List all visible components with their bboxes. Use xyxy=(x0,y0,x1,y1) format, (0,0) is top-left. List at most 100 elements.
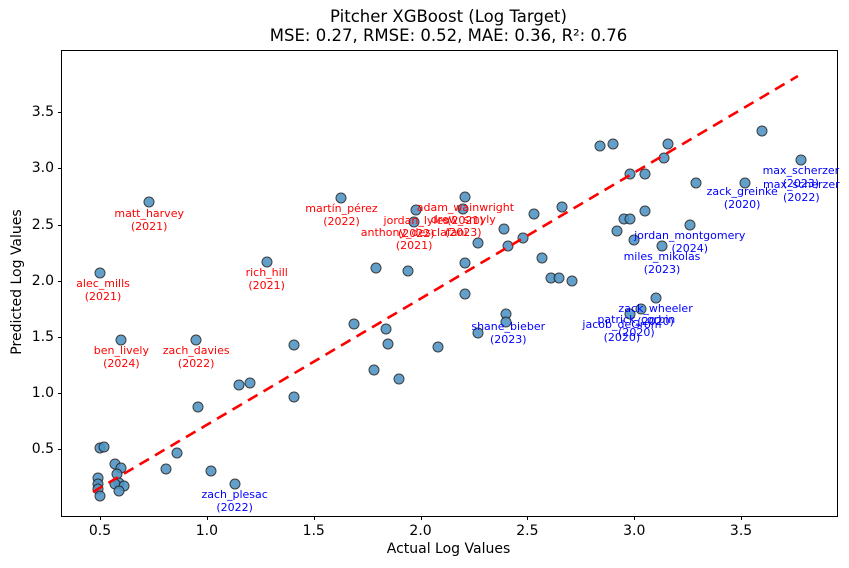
x-tick-mark xyxy=(420,516,422,520)
y-tick-label: 1.5 xyxy=(31,328,54,345)
scatter-point xyxy=(624,308,636,320)
annotation-player-name: patrick_corbin xyxy=(597,312,676,326)
annotation-player-name: matt_harvey xyxy=(114,207,184,221)
scatter-point xyxy=(457,203,469,215)
scatter-point xyxy=(190,334,202,346)
annotation-player-name: rich_hill xyxy=(245,265,288,279)
scatter-point xyxy=(650,292,662,304)
annotation-player-name: jacob_deGrom xyxy=(582,318,662,332)
annotation-year: (2024) xyxy=(103,357,140,371)
point-annotation: shane_bieber (2023) xyxy=(471,320,545,346)
scatter-point xyxy=(288,391,300,403)
scatter-point xyxy=(244,377,256,389)
scatter-point xyxy=(472,237,484,249)
x-tick-label: 1.0 xyxy=(195,523,218,539)
scatter-point xyxy=(635,303,647,315)
y-axis-label: Predicted Log Values xyxy=(9,209,25,355)
annotation-player-name: jordan_lyles xyxy=(383,214,449,227)
scatter-point xyxy=(639,205,651,217)
scatter-point xyxy=(143,196,155,208)
scatter-point xyxy=(261,256,273,268)
point-annotation: adam_wainwright (2021) xyxy=(417,201,514,227)
scatter-point xyxy=(566,275,578,287)
annotation-year: (2023) xyxy=(444,225,482,239)
annotation-year: (2021) xyxy=(130,220,168,234)
point-annotation: jordan_montgomery (2024) xyxy=(634,229,745,255)
annotation-year: (2021) xyxy=(84,289,122,303)
point-annotation: miles_mikolas (2023) xyxy=(624,250,701,276)
point-annotation: max_scherzer (2022) xyxy=(763,178,840,204)
y-tick-label: 2.5 xyxy=(31,216,54,233)
x-axis-label: Actual Log Values xyxy=(386,541,511,557)
scatter-point xyxy=(288,339,300,351)
scatter-point xyxy=(113,485,125,497)
point-annotation: zach_plesac (2022) xyxy=(201,488,267,514)
x-tick-mark xyxy=(527,516,529,520)
scatter-point xyxy=(368,364,380,376)
annotation-year: (2021) xyxy=(447,213,484,227)
scatter-point xyxy=(115,334,127,346)
annotation-year: (2020) xyxy=(603,331,641,345)
scatter-point xyxy=(459,191,471,203)
scatter-point xyxy=(628,234,640,246)
annotation-player-name: miles_mikolas xyxy=(623,249,701,263)
y-tick-mark xyxy=(58,392,62,394)
scatter-point xyxy=(662,138,674,150)
scatter-point xyxy=(656,240,668,252)
annotation-year: (2024) xyxy=(671,241,709,255)
annotation-year: (2020) xyxy=(637,314,674,328)
point-annotation: zach_davies (2022) xyxy=(163,344,230,370)
x-tick-mark xyxy=(634,516,636,520)
scatter-point xyxy=(432,341,444,353)
point-annotation: martín_pérez (2022) xyxy=(305,202,377,228)
scatter-point xyxy=(536,252,548,264)
scatter-point xyxy=(459,257,471,269)
annotation-player-name: zach_davies xyxy=(162,344,230,358)
y-tick-label: 3.0 xyxy=(31,160,54,177)
x-tick-mark xyxy=(100,516,102,520)
x-tick-mark xyxy=(741,516,743,520)
chart-title: Pitcher XGBoost (Log Target) xyxy=(330,7,567,26)
y-tick-label: 3.5 xyxy=(31,104,54,121)
annotation-year: (2022) xyxy=(323,214,360,228)
scatter-point xyxy=(370,262,382,274)
point-annotation: rich_hill (2021) xyxy=(246,266,288,292)
annotation-player-name: martín_pérez xyxy=(305,201,378,215)
trend-line xyxy=(62,51,837,516)
scatter-point xyxy=(393,373,405,385)
scatter-point xyxy=(528,208,540,220)
y-tick-mark xyxy=(58,224,62,226)
annotation-year: (2023) xyxy=(643,262,681,276)
annotation-player-name: zack_wheeler xyxy=(618,301,693,315)
scatter-point xyxy=(380,323,392,335)
annotation-year: (2022) xyxy=(783,191,820,205)
scatter-point xyxy=(756,125,768,137)
annotation-player-name: zack_greinke xyxy=(706,185,778,199)
annotation-year: (2021) xyxy=(395,239,433,253)
point-annotation: patrick_corbin (2020) xyxy=(597,313,675,339)
point-annotation: matt_harvey (2021) xyxy=(114,207,184,233)
y-tick-mark xyxy=(58,112,62,114)
scatter-point xyxy=(205,465,217,477)
x-tick-label: 3.0 xyxy=(623,523,646,539)
annotation-year: (2022) xyxy=(397,227,435,240)
point-annotation: zack_greinke (2020) xyxy=(707,185,778,211)
scatter-point xyxy=(98,441,110,453)
annotation-player-name: zach_plesac xyxy=(201,487,268,501)
scatter-point xyxy=(94,490,106,502)
point-annotation: jordan_lyles (2022) xyxy=(384,214,449,240)
scatter-point xyxy=(684,219,696,231)
annotation-player-name: alec_mills xyxy=(76,276,130,290)
x-tick-label: 1.5 xyxy=(302,523,325,539)
scatter-point xyxy=(459,288,471,300)
annotation-year: (2021) xyxy=(248,278,285,292)
annotation-player-name: jordan_montgomery xyxy=(634,228,746,242)
scatter-point xyxy=(611,225,623,237)
scatter-point xyxy=(472,327,484,339)
scatter-point xyxy=(348,318,360,330)
scatter-point xyxy=(410,204,422,216)
scatter-point xyxy=(639,168,651,180)
annotation-player-name: max_scherzer xyxy=(763,178,840,192)
y-tick-mark xyxy=(58,168,62,170)
